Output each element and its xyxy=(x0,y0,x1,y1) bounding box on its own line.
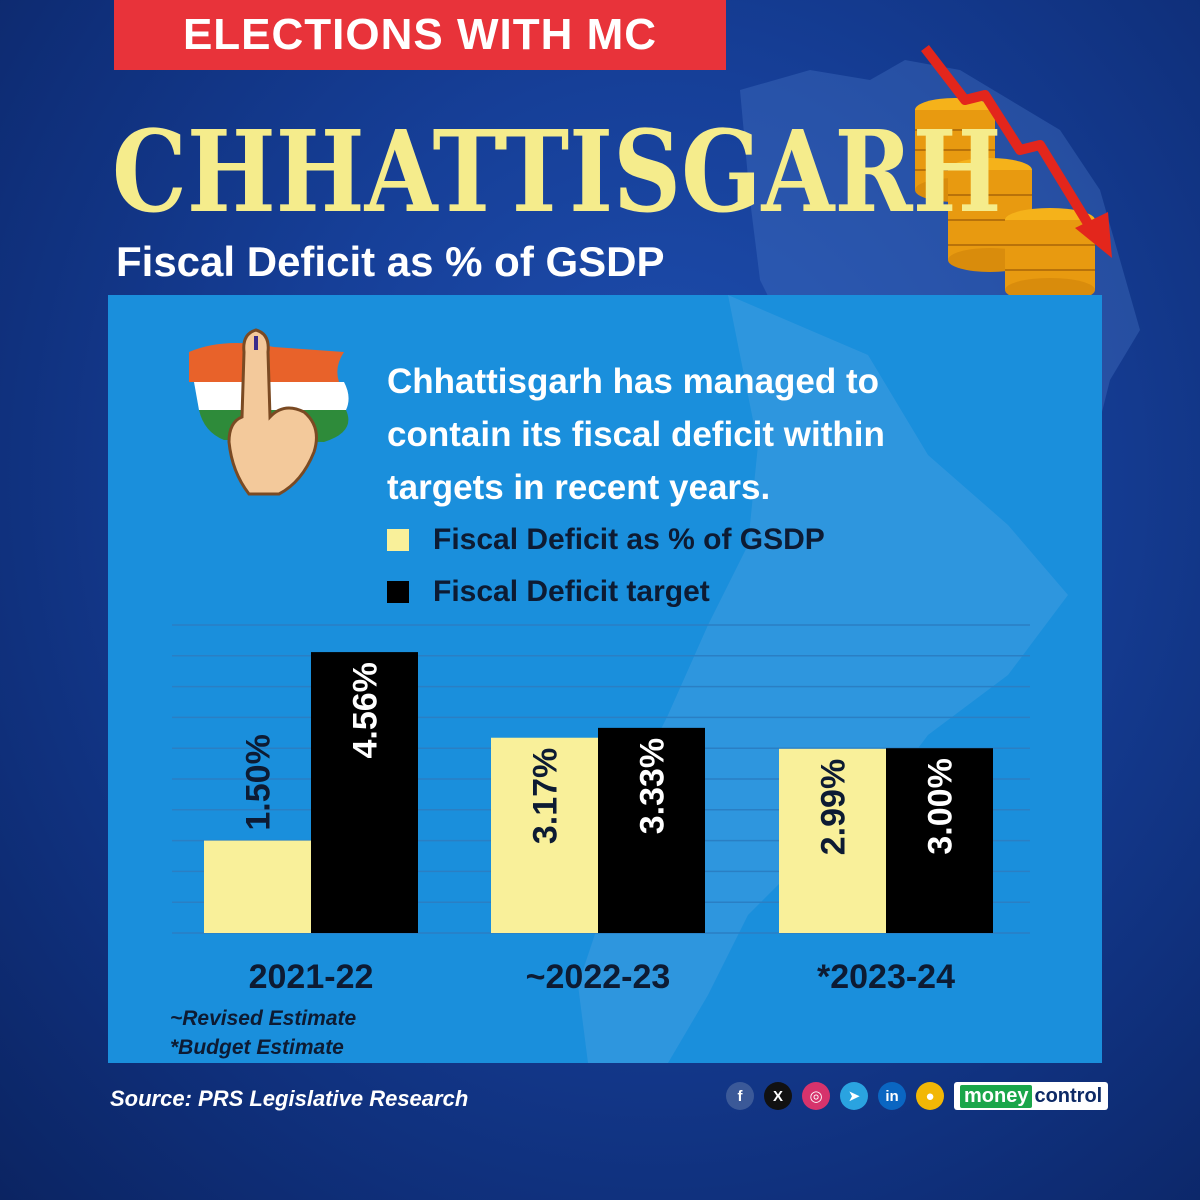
data-label-1-1: 3.33% xyxy=(634,738,672,834)
data-label-0-2: 2.99% xyxy=(815,759,853,855)
bar-1-2 xyxy=(886,748,993,933)
social-links: f X ◎ ➤ in ● money control xyxy=(726,1082,1109,1110)
section-tag: ELECTIONS WITH MC xyxy=(114,0,726,70)
legend-label-target: Fiscal Deficit target xyxy=(433,575,710,608)
legend-item-target: Fiscal Deficit target xyxy=(387,575,710,609)
instagram-icon[interactable]: ◎ xyxy=(802,1082,830,1110)
data-label-0-0: 1.50% xyxy=(240,734,278,830)
chart-note: Chhattisgarh has managed to contain its … xyxy=(387,362,885,507)
bar-1-1 xyxy=(598,727,705,933)
x-icon[interactable]: X xyxy=(764,1082,792,1110)
bar-0-2 xyxy=(779,748,886,933)
legend-swatch-target xyxy=(387,581,409,603)
linkedin-icon[interactable]: in xyxy=(878,1082,906,1110)
voting-finger-illustration xyxy=(189,328,349,496)
footnote-budget: *Budget Estimate xyxy=(170,1036,344,1059)
legend-swatch-deficit xyxy=(387,529,409,551)
state-title: CHHATTISGARH xyxy=(112,107,1002,238)
bar-0-0 xyxy=(204,840,311,933)
telegram-icon[interactable]: ➤ xyxy=(840,1082,868,1110)
bar-0-1 xyxy=(491,737,598,933)
x-tick-label-2: *2023-24 xyxy=(817,958,955,996)
x-tick-label-1: ~2022-23 xyxy=(526,958,671,996)
coin-stacks xyxy=(915,98,1095,302)
data-label-0-1: 3.17% xyxy=(527,748,565,844)
footnote-revised: ~Revised Estimate xyxy=(170,1007,357,1030)
data-label-1-0: 4.56% xyxy=(347,662,385,758)
data-label-1-2: 3.00% xyxy=(922,758,960,854)
brand-part-money: money xyxy=(960,1084,1033,1108)
facebook-icon[interactable]: f xyxy=(726,1082,754,1110)
legend-label-deficit: Fiscal Deficit as % of GSDP xyxy=(433,523,825,556)
source-credit: Source: PRS Legislative Research xyxy=(110,1086,469,1111)
moneycontrol-logo[interactable]: money control xyxy=(954,1082,1109,1110)
koo-icon[interactable]: ● xyxy=(916,1082,944,1110)
bar-1-0 xyxy=(311,652,418,933)
legend-item-deficit: Fiscal Deficit as % of GSDP xyxy=(387,523,825,557)
chart-subtitle: Fiscal Deficit as % of GSDP xyxy=(116,238,665,285)
brand-part-control: control xyxy=(1034,1084,1103,1107)
x-tick-label-0: 2021-22 xyxy=(249,958,374,996)
decline-arrow-icon xyxy=(921,44,1100,238)
